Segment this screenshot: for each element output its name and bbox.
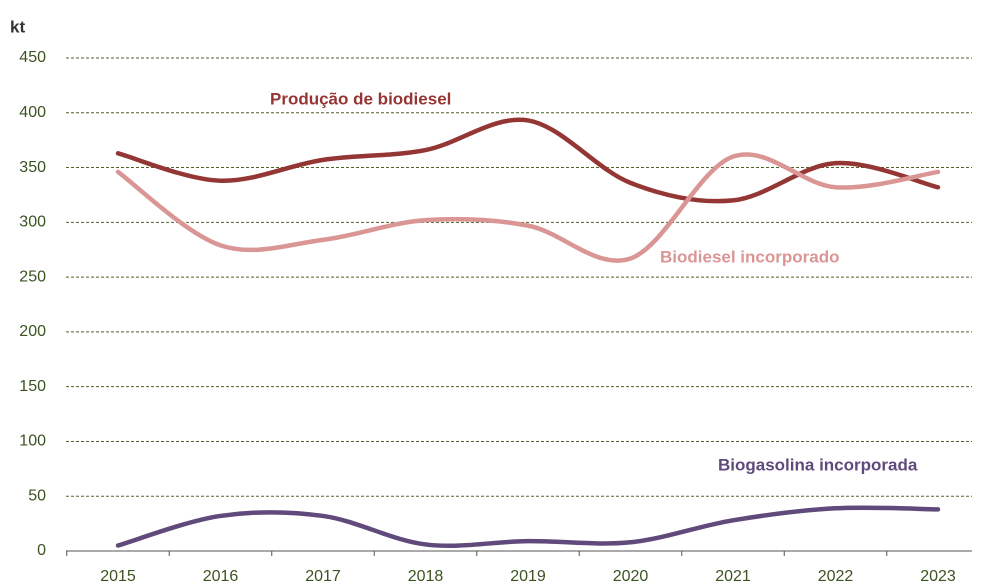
y-tick-label: 100: [19, 433, 46, 450]
series-label: Produção de biodiesel: [270, 89, 451, 108]
y-tick-label: 0: [37, 542, 46, 559]
y-tick-label: 300: [19, 214, 46, 231]
x-tick-label: 2023: [920, 568, 956, 585]
series-line: [115, 117, 941, 204]
series-label: Biodiesel incorporado: [660, 247, 839, 266]
y-tick-label: 450: [19, 49, 46, 66]
x-tick-label: 2015: [100, 568, 136, 585]
x-tick-label: 2021: [715, 568, 751, 585]
x-tick-label: 2016: [203, 568, 239, 585]
y-tick-label: 400: [19, 104, 46, 121]
y-tick-label: 350: [19, 159, 46, 176]
y-tick-label: 200: [19, 323, 46, 340]
series-label: Biogasolina incorporada: [718, 455, 918, 474]
x-tick-label: 2017: [305, 568, 341, 585]
x-tick-label: 2020: [613, 568, 649, 585]
y-tick-label: 250: [19, 268, 46, 285]
y-tick-label: 150: [19, 378, 46, 395]
series-line: [115, 152, 941, 263]
y-tick-label: 50: [28, 487, 46, 504]
x-tick-label: 2022: [818, 568, 854, 585]
x-tick-label: 2018: [408, 568, 444, 585]
series-line: [115, 505, 941, 548]
x-tick-label: 2019: [510, 568, 546, 585]
y-axis-unit: kt: [10, 17, 25, 36]
